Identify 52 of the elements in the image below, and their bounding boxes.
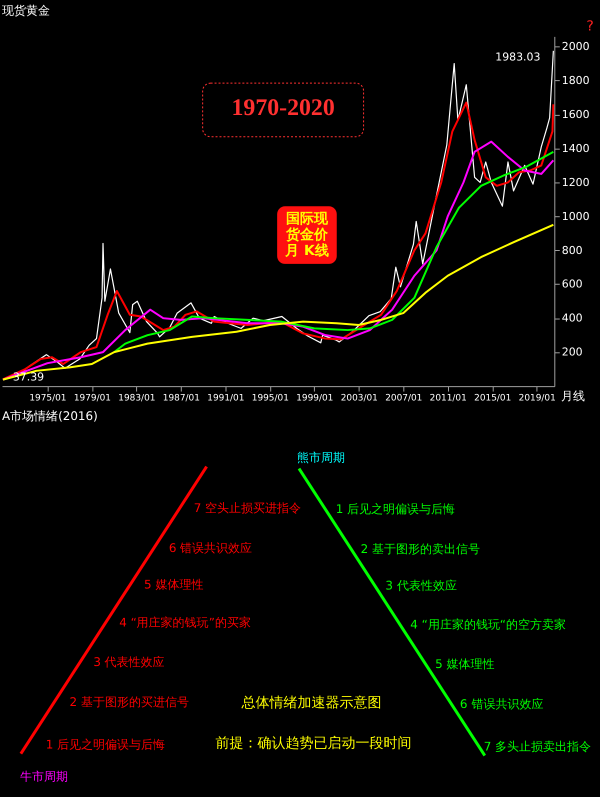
annotation: 37.39 (12, 370, 44, 384)
x-tick-label: 2019/01 (518, 393, 556, 404)
text: 熊市周期 (297, 450, 346, 465)
text: A市场情绪(2016) (2, 408, 98, 423)
text: 5 媒体理性 (435, 657, 494, 672)
y-tick-label: 1400 (562, 142, 590, 155)
text: 7 多头止损卖出指令 (484, 740, 592, 754)
text: 3 代表性效应 (93, 655, 165, 670)
text: 5 媒体理性 (144, 578, 204, 592)
x-tick-label: 1995/01 (252, 393, 289, 404)
y-tick-label: 2000 (562, 40, 590, 54)
x-tick-label: 1983/01 (118, 393, 156, 404)
text: 1 后见之明偏误与后悔 (46, 738, 166, 752)
text: 月线 (561, 388, 586, 403)
line-series (2, 224, 554, 381)
text: ? (586, 18, 594, 34)
text: 总体情绪加速器示意图 (240, 694, 382, 711)
annotation: 国际现 (286, 211, 329, 228)
text: 4 “用庄家的钱玩“的空方卖家 (410, 617, 566, 632)
chart-title: 现货黄金 (2, 4, 50, 18)
text: 2 基于图形的卖出信号 (360, 542, 480, 556)
annotation: 1983.03 (495, 50, 540, 64)
annotation: 1970-2020 (231, 94, 335, 121)
text: 1 后见之明偏误与后悔 (336, 502, 456, 516)
text: 前提：确认趋势已启动一段时间 (216, 736, 412, 752)
y-tick-label: 1600 (562, 108, 590, 121)
x-tick-label: 1979/01 (74, 393, 111, 404)
y-tick-label: 800 (562, 244, 583, 257)
text: 6 错误共识效应 (460, 696, 544, 711)
x-tick-label: 1975/01 (29, 393, 66, 404)
y-tick-label: 400 (562, 312, 583, 325)
y-tick-label: 1000 (562, 210, 590, 223)
y-tick-label: 200 (562, 346, 583, 359)
text: 2 基于图形的买进信号 (70, 694, 189, 709)
text: 7 空头止损买进指令 (194, 501, 302, 516)
y-tick-label: 1200 (562, 176, 590, 189)
annotation: 货金价 (284, 227, 329, 244)
annotation: 月 K线 (284, 242, 329, 259)
x-tick-label: 2015/01 (474, 393, 512, 404)
x-tick-label: 1991/01 (207, 393, 244, 404)
y-tick-label: 600 (562, 278, 583, 291)
y-tick-label: 1800 (562, 74, 590, 88)
x-tick-label: 1999/01 (296, 393, 334, 404)
x-tick-label: 2011/01 (430, 393, 467, 404)
text: 6 错误共识效应 (168, 540, 252, 555)
x-tick-label: 1987/01 (162, 393, 200, 404)
line-series (113, 150, 554, 354)
x-tick-label: 2003/01 (340, 393, 378, 404)
x-tick-label: 2007/01 (385, 393, 422, 404)
text: 牛市周期 (20, 769, 68, 784)
text: 3 代表性效应 (385, 578, 457, 593)
text: 4 “用庄家的钱玩”的买家 (119, 615, 251, 630)
